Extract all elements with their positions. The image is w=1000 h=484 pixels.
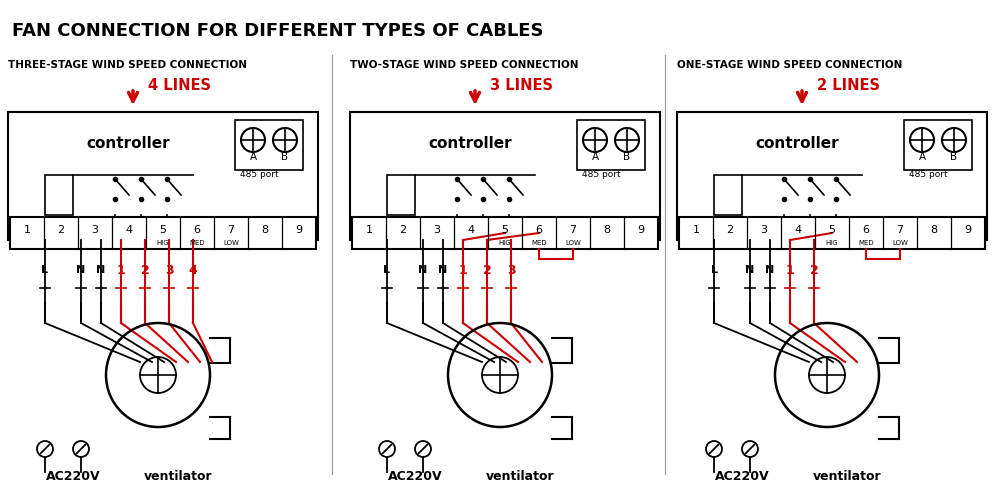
Text: 3: 3 (761, 226, 768, 235)
Text: ONE-STAGE WIND SPEED CONNECTION: ONE-STAGE WIND SPEED CONNECTION (677, 60, 902, 70)
Text: 5: 5 (160, 226, 166, 235)
Text: 6: 6 (536, 226, 542, 235)
Text: 3 LINES: 3 LINES (490, 78, 553, 93)
Text: 8: 8 (603, 226, 611, 235)
Text: controller: controller (428, 136, 512, 151)
Text: 4 LINES: 4 LINES (148, 78, 211, 93)
Text: HIG: HIG (826, 240, 838, 246)
Text: controller: controller (755, 136, 839, 151)
Text: 8: 8 (261, 226, 269, 235)
Text: AC220V: AC220V (388, 470, 442, 484)
Text: N: N (438, 265, 448, 275)
Bar (235, 120, 303, 170)
Bar (904, 120, 972, 170)
Text: 5: 5 (502, 226, 509, 235)
Text: 2: 2 (726, 226, 734, 235)
Bar (8, 112, 318, 240)
Text: 1: 1 (366, 226, 372, 235)
Text: 1: 1 (117, 263, 125, 276)
Text: AC220V: AC220V (46, 470, 100, 484)
Text: LOW: LOW (565, 240, 581, 246)
Text: 2: 2 (810, 263, 818, 276)
Text: 485 port: 485 port (582, 170, 621, 179)
Text: 1: 1 (24, 226, 30, 235)
Text: N: N (745, 265, 755, 275)
Text: ventilator: ventilator (813, 470, 881, 484)
Text: 9: 9 (964, 226, 972, 235)
Bar (352, 217, 658, 249)
Text: 9: 9 (637, 226, 645, 235)
Text: B: B (623, 152, 631, 162)
Text: THREE-STAGE WIND SPEED CONNECTION: THREE-STAGE WIND SPEED CONNECTION (8, 60, 247, 70)
Bar (10, 217, 316, 249)
Text: 3: 3 (92, 226, 98, 235)
Text: MED: MED (858, 240, 874, 246)
Text: 5: 5 (828, 226, 836, 235)
Text: 1: 1 (459, 263, 467, 276)
Text: FAN CONNECTION FOR DIFFERENT TYPES OF CABLES: FAN CONNECTION FOR DIFFERENT TYPES OF CA… (12, 22, 544, 40)
Text: 4: 4 (794, 226, 802, 235)
Text: LOW: LOW (223, 240, 239, 246)
Text: 7: 7 (227, 226, 235, 235)
Text: B: B (950, 152, 958, 162)
Text: A: A (918, 152, 926, 162)
Text: 4: 4 (125, 226, 133, 235)
Text: LOW: LOW (892, 240, 908, 246)
Text: N: N (76, 265, 86, 275)
Text: 485 port: 485 port (240, 170, 279, 179)
Text: ventilator: ventilator (144, 470, 212, 484)
Text: N: N (418, 265, 428, 275)
Text: AC220V: AC220V (715, 470, 769, 484)
Text: 1: 1 (692, 226, 700, 235)
Text: 3: 3 (507, 263, 515, 276)
Text: MED: MED (189, 240, 205, 246)
Text: 6: 6 (862, 226, 870, 235)
Text: 1: 1 (786, 263, 794, 276)
Text: HIG: HIG (157, 240, 169, 246)
Text: 8: 8 (930, 226, 938, 235)
Text: N: N (96, 265, 106, 275)
Text: HIG: HIG (499, 240, 511, 246)
Text: 2: 2 (57, 226, 65, 235)
Text: controller: controller (86, 136, 170, 151)
Text: 9: 9 (295, 226, 303, 235)
Bar (387, 175, 415, 215)
Bar (677, 112, 987, 240)
Text: L: L (42, 265, 48, 275)
Bar (679, 217, 985, 249)
Text: 2: 2 (483, 263, 491, 276)
Bar (45, 175, 73, 215)
Text: 2: 2 (399, 226, 407, 235)
Bar (714, 175, 742, 215)
Text: 6: 6 (194, 226, 200, 235)
Text: A: A (591, 152, 599, 162)
Text: 3: 3 (434, 226, 440, 235)
Text: A: A (249, 152, 257, 162)
Text: 2: 2 (141, 263, 149, 276)
Text: 7: 7 (569, 226, 577, 235)
Text: MED: MED (531, 240, 547, 246)
Bar (350, 112, 660, 240)
Text: 2 LINES: 2 LINES (817, 78, 880, 93)
Text: ventilator: ventilator (486, 470, 554, 484)
Text: L: L (710, 265, 718, 275)
Text: 4: 4 (467, 226, 475, 235)
Text: 7: 7 (896, 226, 904, 235)
Bar (577, 120, 645, 170)
Text: 485 port: 485 port (909, 170, 948, 179)
Text: TWO-STAGE WIND SPEED CONNECTION: TWO-STAGE WIND SPEED CONNECTION (350, 60, 578, 70)
Text: 3: 3 (165, 263, 173, 276)
Text: B: B (281, 152, 289, 162)
Text: N: N (765, 265, 775, 275)
Text: L: L (384, 265, 390, 275)
Text: 4: 4 (189, 263, 197, 276)
